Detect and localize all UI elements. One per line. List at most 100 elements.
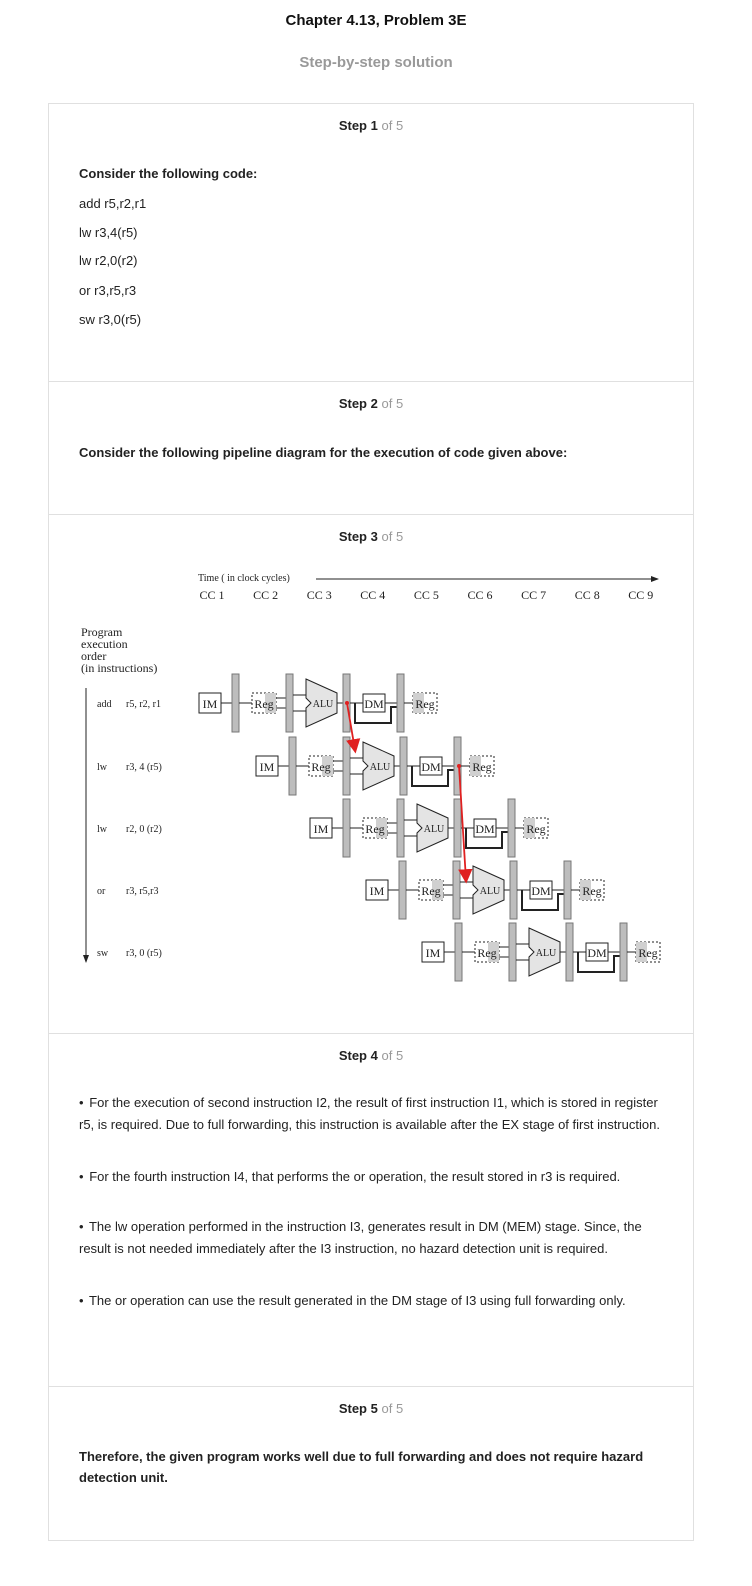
dm-bypass-wire [577,952,620,973]
alu-label: ALU [480,886,501,897]
pipeline-register [342,736,351,796]
pipeline-register [398,860,407,920]
pipeline-register [507,798,516,858]
pipeline-register [396,798,405,858]
instruction-op: add [97,699,111,710]
step-of: of 5 [381,529,404,544]
bullet-text: For the execution of second instruction … [79,1095,660,1132]
pipeline-register [509,860,518,920]
step-divider [48,1386,694,1387]
im-label: IM [314,822,329,836]
step4-bullet: • For the fourth instruction I4, that pe… [79,1166,669,1188]
step-5-header: Step 5 of 5 [48,1401,694,1416]
bullet-text: The or operation can use the result gene… [88,1293,626,1308]
im-label: IM [370,884,385,898]
bullet-text: The lw operation performed in the instru… [79,1219,642,1256]
reg-label: Reg [421,884,440,898]
step2-text: Consider the following pipeline diagram … [79,445,568,460]
step-of: of 5 [381,396,404,411]
cycle-label: CC 8 [575,588,600,602]
im-label: IM [260,760,275,774]
instruction-args: r3, r5,r3 [126,886,159,897]
bullet-dot: • [79,1169,84,1184]
code-line: add r5,r2,r1 [79,196,147,211]
step5-conclusion: Therefore, the given program works well … [79,1449,644,1485]
code-line: or r3,r5,r3 [79,283,137,298]
cycle-label: CC 4 [360,588,385,602]
step4-bullet: • The or operation can use the result ge… [79,1290,669,1312]
pipeline-register [396,673,405,733]
pipeline-register [452,860,461,920]
dm-label: DM [531,884,551,898]
wb-write-half [413,693,424,713]
alu-shape [528,927,561,977]
bullet-dot: • [79,1293,84,1308]
forwarding-arrow [346,702,361,754]
reg-label: Reg [477,946,496,960]
cycle-label: CC 1 [199,588,224,602]
step-of: of 5 [381,118,404,133]
step-3-header: Step 3 of 5 [48,529,694,544]
time-axis-label: Time ( in clock cycles) [198,573,290,584]
alu-label: ALU [424,824,445,835]
reg-read-half [488,942,499,962]
bullet-text: For the fourth instruction I4, that perf… [89,1169,621,1184]
dm-label: DM [475,822,495,836]
wb-reg-label: Reg [472,760,491,774]
cycle-label: CC 7 [521,588,546,602]
reg-read-half [376,818,387,838]
alu-label: ALU [536,948,557,959]
wb-reg-label: Reg [526,822,545,836]
step1-intro: Consider the following code: [79,166,258,181]
step4-bullet: • For the execution of second instructio… [79,1092,669,1136]
step-number: 5 [370,1401,378,1416]
instruction-args: r2, 0 (r2) [126,824,162,835]
pipeline-register [285,673,294,733]
reg-read-half [265,693,276,713]
solution-card [48,103,694,1541]
pipeline-register [619,922,628,982]
reg-label: Reg [254,697,273,711]
order-label: (in instructions) [81,661,157,675]
im-label: IM [203,697,218,711]
step-4-header: Step 4 of 5 [48,1048,694,1063]
pipeline-register [231,673,240,733]
cycle-label: CC 3 [307,588,332,602]
order-label: Program [81,625,123,639]
wb-write-half [636,942,647,962]
reg-label: Reg [365,822,384,836]
code-line: lw r2,0(r2) [79,253,138,268]
pipeline-register [399,736,408,796]
pipeline-register [453,798,462,858]
step-divider [48,1033,694,1034]
instruction-op: or [97,886,106,897]
wb-reg-label: Reg [582,884,601,898]
step-divider [48,514,694,515]
order-label: execution [81,637,128,651]
step-word: Step [338,1401,367,1416]
step-word: Step [338,118,367,133]
cycle-label: CC 2 [253,588,278,602]
cycle-label: CC 9 [628,588,653,602]
page-title: Chapter 4.13, Problem 3E [285,12,467,29]
step-number: 4 [370,1048,378,1063]
alu-shape [472,865,505,915]
im-label: IM [426,946,441,960]
dm-bypass-wire [411,766,454,787]
pipeline-register [288,736,297,796]
dm-label: DM [421,760,441,774]
reg-read-half [322,756,333,776]
step-word: Step [338,1048,367,1063]
forwarding-arrow [458,765,473,884]
step-number: 3 [370,529,378,544]
bullet-dot: • [79,1095,84,1110]
alu-label: ALU [370,762,391,773]
pipeline-register [563,860,572,920]
pipeline-register [565,922,574,982]
step-number: 1 [370,118,378,133]
code-line: lw r3,4(r5) [79,225,138,240]
alu-shape [416,803,449,853]
cycle-label: CC 5 [414,588,439,602]
reg-label: Reg [311,760,330,774]
